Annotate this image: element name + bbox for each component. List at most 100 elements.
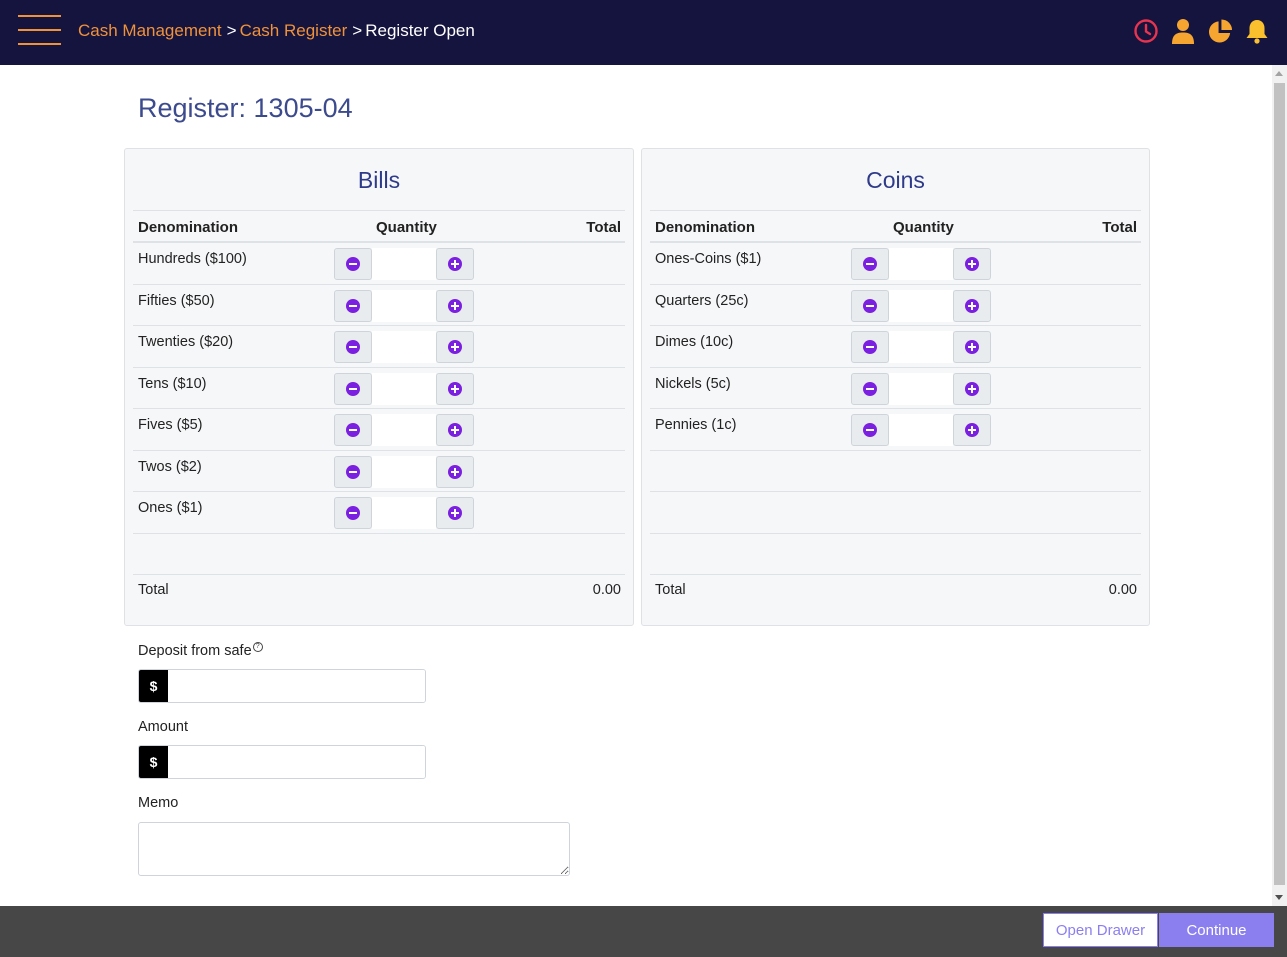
- plus-circle-icon: [965, 381, 979, 396]
- increment-button[interactable]: [953, 248, 991, 280]
- breadcrumb: Cash Management > Cash Register > Register O…: [78, 21, 475, 40]
- quantity-stepper: [334, 372, 474, 405]
- memo-label: Memo: [138, 795, 179, 811]
- pie-chart-icon[interactable]: [1207, 17, 1233, 45]
- denomination-label: Tens ($10): [138, 375, 207, 392]
- clock-icon[interactable]: [1133, 17, 1159, 45]
- increment-button[interactable]: [436, 331, 474, 363]
- denomination-label: Dimes (10c): [655, 334, 734, 350]
- increment-button[interactable]: [953, 289, 991, 322]
- decrement-button[interactable]: [334, 331, 372, 363]
- minus-circle-icon: [346, 423, 360, 437]
- bills-total-value: 0.00: [592, 582, 621, 598]
- minus-circle-icon: [863, 381, 877, 396]
- scrollbar-thumb[interactable]: [1274, 83, 1285, 885]
- memo-textarea[interactable]: [138, 822, 570, 876]
- quantity-stepper: [334, 331, 474, 363]
- breadcrumb-cash-management[interactable]: Cash Management: [78, 21, 222, 40]
- header-denomination: Denomination: [655, 219, 755, 236]
- increment-button[interactable]: [436, 414, 474, 446]
- quantity-input[interactable]: [372, 289, 436, 322]
- quantity-input[interactable]: [372, 455, 436, 488]
- amount-label: Amount: [138, 719, 188, 735]
- minus-circle-icon: [346, 506, 360, 520]
- decrement-button[interactable]: [851, 331, 889, 363]
- quantity-input[interactable]: [372, 331, 436, 363]
- quantity-stepper: [334, 248, 474, 280]
- increment-button[interactable]: [436, 372, 474, 405]
- breadcrumb-current: Register Open: [365, 21, 475, 40]
- quantity-input[interactable]: [372, 372, 436, 405]
- decrement-button[interactable]: [851, 248, 889, 280]
- header-quantity: Quantity: [376, 219, 437, 236]
- deposit-from-safe-label: Deposit from safe?: [138, 642, 263, 659]
- coins-total-row: Total 0.00: [650, 575, 1141, 607]
- coin-row-dimes: Dimes (10c): [650, 326, 1141, 368]
- quantity-input[interactable]: [889, 289, 953, 322]
- decrement-button[interactable]: [334, 372, 372, 405]
- quantity-stepper: [334, 455, 474, 488]
- page-scrollbar[interactable]: [1272, 65, 1287, 906]
- plus-circle-icon: [448, 257, 462, 271]
- header-total: Total: [586, 219, 621, 236]
- quantity-stepper: [851, 414, 991, 446]
- hamburger-menu-icon[interactable]: [18, 14, 61, 46]
- decrement-button[interactable]: [334, 289, 372, 322]
- plus-circle-icon: [965, 257, 979, 271]
- continue-button[interactable]: Continue: [1159, 913, 1274, 947]
- increment-button[interactable]: [436, 289, 474, 322]
- increment-button[interactable]: [436, 455, 474, 488]
- increment-button[interactable]: [953, 331, 991, 363]
- help-icon[interactable]: ?: [252, 642, 263, 652]
- increment-button[interactable]: [436, 497, 474, 529]
- bill-row-fifties: Fifties ($50): [133, 285, 625, 326]
- total-label: Total: [655, 582, 686, 598]
- plus-circle-icon: [965, 298, 979, 313]
- quantity-stepper: [851, 331, 991, 363]
- minus-circle-icon: [346, 464, 360, 479]
- denomination-label: Fives ($5): [138, 417, 203, 433]
- decrement-button[interactable]: [851, 372, 889, 405]
- quantity-stepper: [851, 372, 991, 405]
- coins-panel-title: Coins: [866, 167, 925, 193]
- quantity-input[interactable]: [889, 372, 953, 405]
- decrement-button[interactable]: [851, 414, 889, 446]
- decrement-button[interactable]: [334, 414, 372, 446]
- decrement-button[interactable]: [851, 289, 889, 322]
- quantity-stepper: [851, 289, 991, 322]
- quantity-input[interactable]: [889, 248, 953, 280]
- open-drawer-button[interactable]: Open Drawer: [1043, 913, 1158, 947]
- quantity-input[interactable]: [372, 248, 436, 280]
- plus-circle-icon: [448, 298, 462, 313]
- plus-circle-icon: [448, 464, 462, 479]
- increment-button[interactable]: [953, 414, 991, 446]
- header-total: Total: [1102, 219, 1137, 236]
- quantity-input[interactable]: [372, 414, 436, 446]
- breadcrumb-cash-register[interactable]: Cash Register: [239, 21, 348, 40]
- quantity-input[interactable]: [889, 331, 953, 363]
- coin-row-quarters: Quarters (25c): [650, 285, 1141, 326]
- minus-circle-icon: [863, 340, 877, 354]
- quantity-input[interactable]: [372, 497, 436, 529]
- user-icon[interactable]: [1170, 17, 1196, 45]
- quantity-input[interactable]: [889, 414, 953, 446]
- bill-row-fives: Fives ($5): [133, 409, 625, 451]
- denomination-label: Quarters (25c): [655, 292, 749, 309]
- quantity-stepper: [334, 414, 474, 446]
- scroll-up-arrow-icon[interactable]: [1275, 71, 1283, 76]
- increment-button[interactable]: [953, 372, 991, 405]
- scroll-down-arrow-icon[interactable]: [1275, 895, 1283, 900]
- quantity-stepper: [851, 248, 991, 280]
- denomination-label: Ones-Coins ($1): [655, 251, 762, 267]
- decrement-button[interactable]: [334, 248, 372, 280]
- decrement-button[interactable]: [334, 497, 372, 529]
- empty-row: [650, 534, 1141, 575]
- denomination-label: Hundreds ($100): [138, 251, 247, 267]
- plus-circle-icon: [965, 423, 979, 437]
- amount-input[interactable]: [168, 746, 425, 778]
- increment-button[interactable]: [436, 248, 474, 280]
- minus-circle-icon: [863, 298, 877, 313]
- deposit-from-safe-input[interactable]: [168, 670, 425, 702]
- decrement-button[interactable]: [334, 455, 372, 488]
- bell-icon[interactable]: [1244, 17, 1270, 45]
